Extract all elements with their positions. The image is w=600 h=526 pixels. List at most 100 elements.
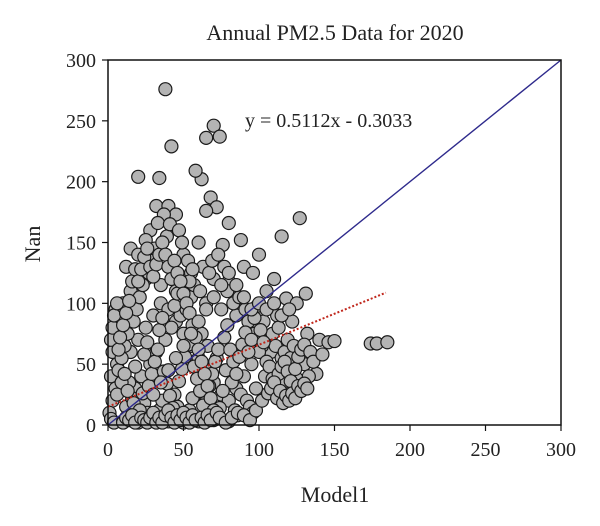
data-point	[164, 139, 179, 154]
y-axis-label: Nan	[20, 226, 45, 263]
data-point	[202, 265, 217, 281]
data-point	[197, 366, 212, 381]
data-point	[274, 229, 289, 244]
data-point	[215, 383, 230, 399]
x-tick-label: 200	[395, 439, 425, 461]
y-tick-label: 0	[86, 415, 96, 437]
data-point	[112, 330, 128, 345]
data-point	[183, 326, 199, 341]
data-point	[229, 366, 244, 381]
data-point	[233, 232, 248, 248]
data-point	[206, 118, 221, 133]
data-point	[140, 241, 155, 256]
data-point	[203, 391, 218, 406]
data-point	[150, 215, 165, 231]
data-point	[167, 253, 182, 268]
data-point	[174, 235, 190, 250]
x-tick-label: 150	[320, 439, 350, 461]
data-point	[131, 274, 146, 289]
data-point	[188, 163, 203, 178]
data-point	[271, 320, 286, 335]
data-point	[214, 302, 229, 317]
data-point	[191, 342, 206, 357]
data-point	[253, 323, 268, 338]
data-point	[214, 277, 229, 293]
data-point	[211, 342, 226, 357]
x-tick-label: 300	[546, 439, 576, 461]
data-point	[217, 330, 232, 345]
y-tick-label: 200	[66, 172, 96, 194]
data-point	[248, 381, 264, 396]
data-point	[199, 203, 214, 218]
data-point	[158, 82, 173, 97]
data-point	[162, 388, 178, 403]
data-point	[155, 235, 170, 250]
data-point	[146, 269, 161, 284]
data-point	[211, 247, 226, 262]
data-point	[120, 383, 135, 399]
data-point	[221, 265, 236, 281]
x-tick-label: 50	[174, 439, 194, 461]
data-point	[292, 211, 307, 226]
data-point	[221, 215, 236, 231]
data-point	[191, 314, 206, 329]
data-point	[380, 335, 395, 350]
data-point	[245, 265, 261, 281]
y-axis-ticks: 0 50 100 150 200 250 300	[66, 50, 108, 437]
data-point	[199, 302, 214, 317]
data-point	[251, 247, 267, 262]
y-tick-label: 50	[76, 354, 96, 376]
data-point	[206, 290, 221, 305]
data-point	[212, 129, 227, 144]
data-point	[155, 310, 170, 326]
data-point	[168, 350, 184, 366]
y-tick-label: 250	[66, 111, 96, 133]
data-point	[288, 361, 303, 377]
x-axis-ticks: 0 50 100 150 200 250 300	[103, 425, 576, 461]
data-point	[267, 271, 282, 287]
data-point	[150, 342, 165, 357]
data-point	[131, 169, 146, 184]
data-point	[161, 363, 176, 378]
data-point	[300, 381, 315, 396]
data-point	[122, 293, 137, 308]
chart-title: Annual PM2.5 Data for 2020	[206, 20, 463, 45]
data-point	[176, 338, 191, 354]
data-point	[236, 290, 251, 305]
data-point	[119, 305, 134, 321]
data-point	[152, 323, 167, 338]
x-tick-label: 250	[471, 439, 501, 461]
y-tick-label: 150	[66, 233, 96, 255]
one-to-one-line	[107, 59, 562, 426]
data-point	[327, 333, 342, 349]
points-layer	[102, 82, 395, 430]
y-tick-label: 300	[66, 50, 96, 72]
data-point	[167, 298, 182, 313]
data-point	[200, 378, 215, 394]
data-point	[171, 223, 187, 238]
data-point	[115, 318, 131, 333]
data-point	[111, 342, 126, 357]
data-point	[185, 262, 200, 277]
data-point	[194, 354, 209, 369]
data-point	[191, 235, 206, 250]
data-point	[229, 277, 244, 293]
data-point	[193, 284, 208, 299]
data-point	[259, 284, 274, 299]
data-point	[315, 347, 330, 362]
data-point	[128, 359, 143, 374]
x-tick-label: 0	[103, 439, 113, 461]
data-point	[173, 274, 188, 289]
data-point	[282, 302, 297, 317]
lines-layer	[107, 59, 562, 426]
equation-label: y = 0.5112x - 0.3033	[245, 110, 412, 132]
x-axis-label: Model1	[301, 482, 369, 507]
data-point	[267, 296, 282, 311]
x-tick-label: 100	[244, 439, 274, 461]
y-tick-label: 100	[66, 293, 96, 315]
data-point	[298, 286, 313, 301]
data-point	[199, 130, 214, 145]
data-point	[138, 320, 153, 335]
data-point	[140, 335, 155, 350]
